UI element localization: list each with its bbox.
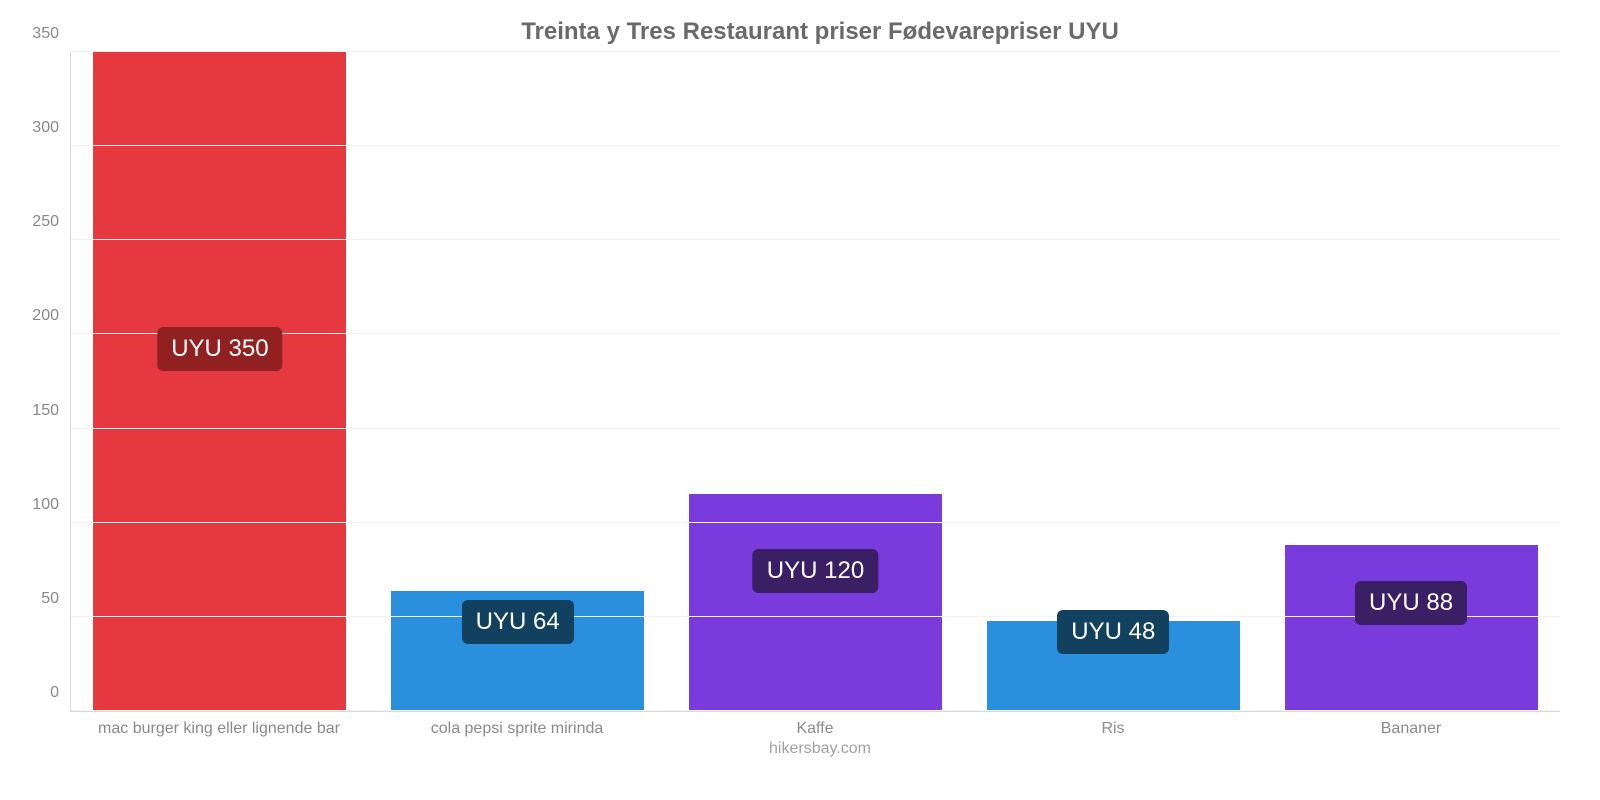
- bar: [93, 52, 346, 711]
- y-tick-label: 50: [41, 590, 59, 608]
- gridline: [71, 616, 1560, 617]
- y-tick-label: 100: [32, 496, 59, 514]
- bar-slot: UYU 64: [369, 52, 667, 711]
- gridline: [71, 51, 1560, 52]
- gridline: [71, 145, 1560, 146]
- gridline: [71, 522, 1560, 523]
- x-axis-label: cola pepsi sprite mirinda: [368, 720, 666, 738]
- bar: [689, 494, 942, 711]
- x-axis-labels: mac burger king eller lignende barcola p…: [70, 720, 1560, 738]
- bar-slot: UYU 48: [964, 52, 1262, 711]
- gridline: [71, 710, 1560, 711]
- bar: [1285, 545, 1538, 711]
- value-badge: UYU 350: [157, 327, 282, 371]
- y-tick-label: 200: [32, 307, 59, 325]
- bar-slot: UYU 88: [1262, 52, 1560, 711]
- gridline: [71, 428, 1560, 429]
- gridline: [71, 239, 1560, 240]
- value-badge: UYU 64: [462, 600, 574, 644]
- plot-area: UYU 350UYU 64UYU 120UYU 48UYU 88 0501001…: [70, 52, 1560, 712]
- x-axis-label: Ris: [964, 720, 1262, 738]
- y-tick-label: 250: [32, 213, 59, 231]
- credit-text: hikersbay.com: [70, 740, 1570, 758]
- price-chart: Treinta y Tres Restaurant priser Fødevar…: [0, 0, 1600, 800]
- bar-slot: UYU 350: [71, 52, 369, 711]
- x-axis-label: Kaffe: [666, 720, 964, 738]
- x-axis-label: Bananer: [1262, 720, 1560, 738]
- bar-slot: UYU 120: [667, 52, 965, 711]
- y-tick-label: 350: [32, 25, 59, 43]
- y-tick-label: 150: [32, 402, 59, 420]
- x-axis-label: mac burger king eller lignende bar: [70, 720, 368, 738]
- value-badge: UYU 88: [1355, 581, 1467, 625]
- bars-container: UYU 350 UYU 64 UYU 120 UYU 48 UYU 88: [71, 52, 1560, 711]
- y-tick-label: 300: [32, 119, 59, 137]
- gridline: [71, 333, 1560, 334]
- y-tick-label: 0: [50, 684, 59, 702]
- value-badge: UYU 48: [1057, 610, 1169, 654]
- value-badge: UYU 120: [753, 549, 878, 593]
- chart-title: Treinta y Tres Restaurant priser Fødevar…: [70, 10, 1570, 52]
